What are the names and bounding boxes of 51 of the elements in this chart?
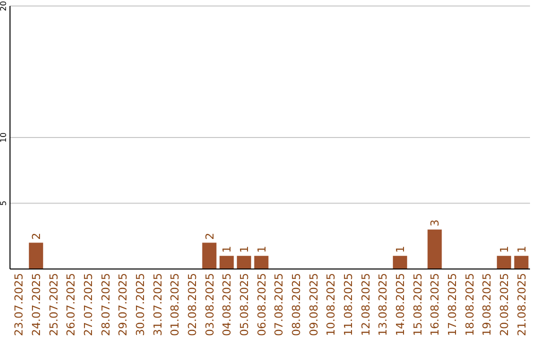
data-label: 1 — [515, 246, 528, 253]
x-tick-label: 17.08.2025 — [446, 273, 459, 336]
x-tick-label: 11.08.2025 — [342, 273, 355, 336]
x-tick-label: 31.07.2025 — [151, 273, 164, 336]
x-tick-label: 13.08.2025 — [376, 273, 390, 336]
x-tick-label: 04.08.2025 — [220, 273, 234, 336]
data-label: 2 — [203, 232, 216, 240]
x-tick-label: 26.07.2025 — [64, 273, 78, 336]
x-tick-label: 15.08.2025 — [411, 273, 424, 336]
y-tick-label: 5 — [0, 200, 8, 206]
bar — [392, 256, 408, 269]
bar — [202, 242, 216, 269]
x-tick-label: 24.07.2025 — [30, 273, 43, 336]
bar — [428, 230, 442, 269]
x-tick-label: 20.08.2025 — [498, 273, 511, 336]
x-tick-label: 18.08.2025 — [463, 273, 476, 336]
bar — [514, 256, 528, 269]
bar — [496, 256, 512, 269]
bar — [236, 256, 252, 269]
x-tick-label: 30.07.2025 — [134, 273, 147, 336]
x-tick-label: 01.08.2025 — [168, 273, 182, 336]
x-tick-label: 28.07.2025 — [99, 273, 112, 336]
bar — [220, 256, 234, 269]
data-label: 1 — [238, 246, 251, 253]
x-tick-label: 25.07.2025 — [47, 273, 60, 336]
data-label: 1 — [255, 246, 268, 253]
x-tick-label: 29.07.2025 — [116, 273, 130, 336]
y-tick-label: 10 — [0, 132, 8, 143]
data-label: 2 — [30, 232, 43, 240]
data-label: 1 — [394, 246, 407, 253]
x-tick-label: 16.08.2025 — [428, 273, 442, 336]
x-tick-label: 05.08.2025 — [238, 273, 251, 336]
x-tick-label: 06.08.2025 — [255, 273, 268, 336]
data-label: 1 — [498, 246, 511, 253]
x-tick-label: 03.08.2025 — [203, 273, 216, 336]
y-tick-label: 20 — [0, 0, 8, 12]
x-tick-label: 23.07.2025 — [12, 273, 26, 336]
x-tick-label: 19.08.2025 — [480, 273, 494, 336]
x-tick-label: 10.08.2025 — [324, 273, 338, 336]
bar — [254, 256, 268, 269]
x-tick-label: 09.08.2025 — [307, 273, 320, 336]
x-tick-label: 14.08.2025 — [394, 273, 407, 336]
x-tick-label: 12.08.2025 — [359, 273, 372, 336]
x-tick-label: 07.08.2025 — [272, 273, 286, 336]
data-label: 1 — [220, 246, 234, 253]
x-tick-label: 21.08.2025 — [515, 273, 528, 336]
data-label: 3 — [428, 220, 442, 227]
x-tick-label: 02.08.2025 — [186, 273, 199, 336]
x-tick-label: 27.07.2025 — [82, 273, 95, 336]
bar — [28, 242, 44, 269]
x-tick-label: 08.08.2025 — [290, 273, 303, 336]
